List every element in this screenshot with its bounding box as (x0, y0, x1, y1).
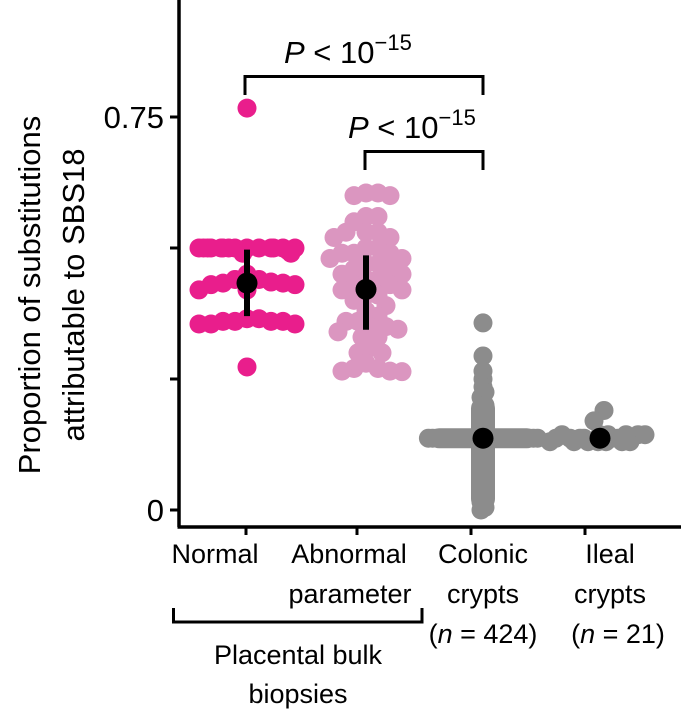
mean-marker-ileal (590, 428, 611, 449)
point-abnormal (389, 320, 408, 339)
point-ileal (636, 425, 655, 444)
y-axis-label-line-2: attributable to SBS18 (56, 149, 91, 442)
point-normal (194, 239, 213, 258)
category-labels: Normal Abnormal parameter Colonic crypts… (171, 539, 664, 649)
point-abnormal (333, 362, 352, 381)
category-label-abnormal-line-2: parameter (288, 579, 411, 609)
p-exponent: −15 (439, 105, 476, 130)
category-label-colonic: Colonic (438, 539, 528, 569)
group-label-line-2: biopsies (248, 679, 347, 709)
category-label-ileal-n: (n = 21) (571, 619, 665, 649)
group-bracket (174, 608, 423, 622)
y-axis-label: Proportion of substitutions attributable… (12, 116, 91, 474)
group-label-line-1: Placental bulk (214, 640, 383, 670)
point-normal (212, 239, 231, 258)
point-colonic (474, 313, 493, 332)
significance-label-1: P < 10−15 (284, 30, 412, 70)
n-value: = 21) (595, 619, 665, 649)
p-symbol: P (348, 110, 369, 145)
category-label-abnormal: Abnormal (291, 539, 407, 569)
point-normal (190, 314, 209, 333)
point-abnormal (329, 322, 348, 341)
point-ileal (547, 429, 566, 448)
mean-marker-abnormal (356, 279, 377, 300)
point-abnormal (381, 186, 400, 205)
p-symbol: P (284, 35, 305, 70)
y-ticks: 00.75 (104, 100, 179, 528)
significance-label-2: P < 10−15 (348, 105, 476, 145)
y-axis-label-line-1: Proportion of substitutions (12, 116, 47, 474)
category-label-ileal-line-2: crypts (574, 579, 646, 609)
y-tick-label-3: 0.75 (104, 100, 164, 135)
paren-open: ( (429, 619, 438, 649)
category-label-normal: Normal (171, 539, 258, 569)
point-ileal (617, 425, 636, 444)
point-normal (238, 99, 257, 118)
point-normal (286, 275, 305, 294)
p-exponent: −15 (375, 30, 412, 55)
category-label-ileal: Ileal (585, 539, 635, 569)
point-abnormal (393, 362, 412, 381)
point-abnormal (393, 280, 412, 299)
point-colonic-dense-vertical (471, 397, 495, 510)
paren-open: ( (571, 619, 580, 649)
chart: 00.75 Proportion of substitutions attrib… (0, 0, 681, 711)
point-normal (281, 244, 300, 263)
significance-bracket-2 (365, 152, 483, 171)
category-label-colonic-line-2: crypts (447, 579, 519, 609)
point-abnormal (345, 186, 364, 205)
point-abnormal (321, 249, 340, 268)
p-comparator: < 10 (369, 110, 439, 145)
point-normal (286, 314, 305, 333)
n-value: = 424) (453, 619, 538, 649)
mean-marker-colonic (473, 428, 494, 449)
p-comparator: < 10 (305, 35, 375, 70)
y-tick-label-0: 0 (147, 493, 164, 528)
n-symbol: n (580, 619, 595, 649)
n-symbol: n (438, 619, 453, 649)
points-layer (190, 99, 655, 520)
point-normal (238, 357, 257, 376)
significance-bracket-1 (245, 77, 483, 96)
category-label-colonic-n: (n = 424) (429, 619, 538, 649)
point-normal (190, 280, 209, 299)
mean-marker-normal (237, 273, 258, 294)
